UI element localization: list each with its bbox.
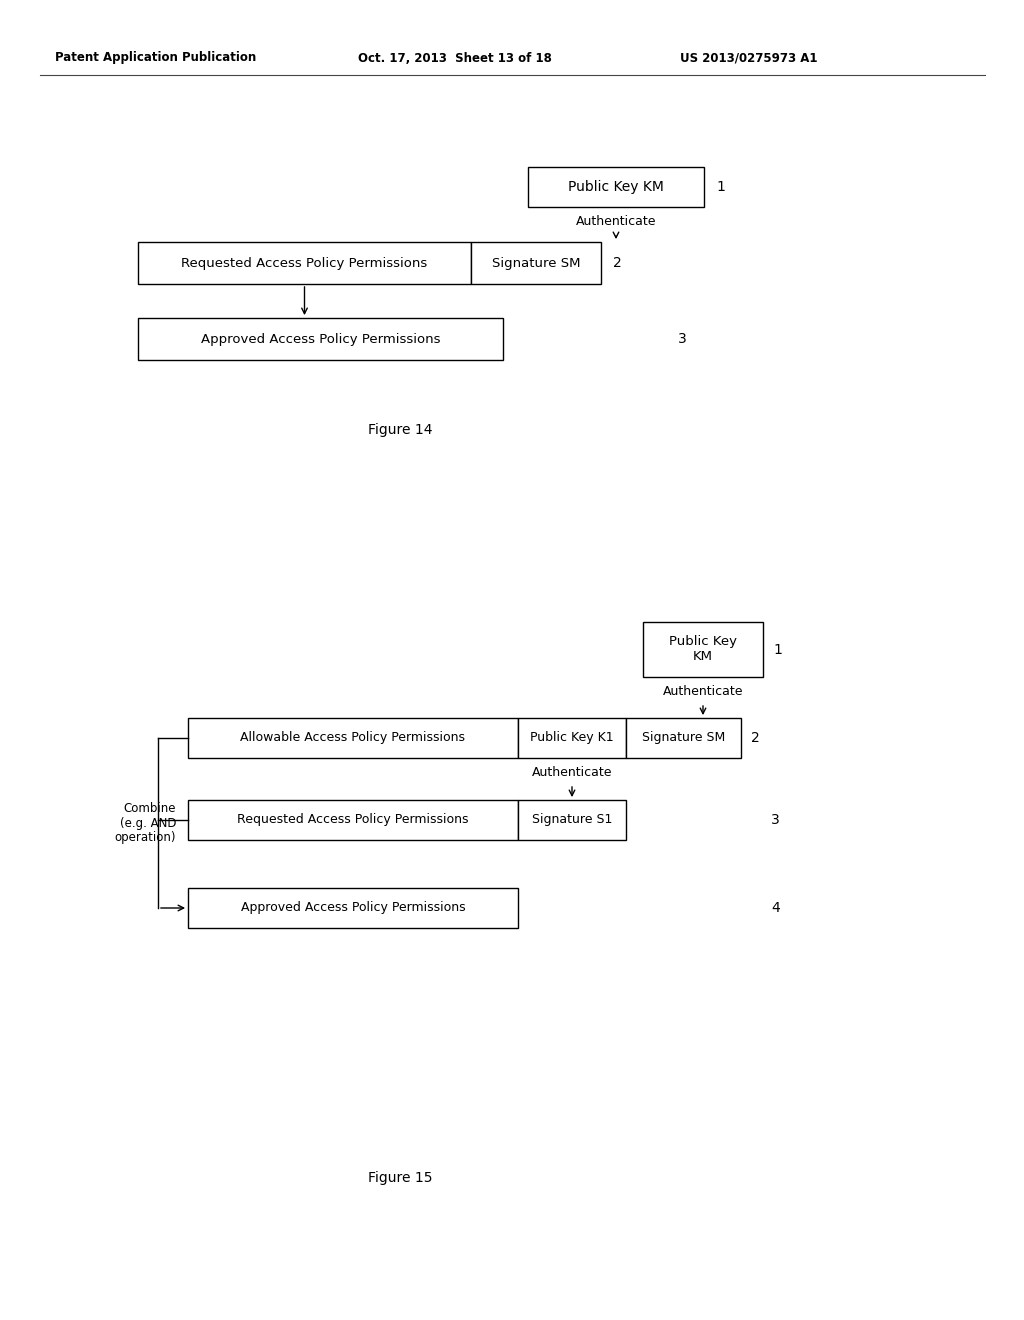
Text: Signature SM: Signature SM — [642, 731, 725, 744]
Text: 3: 3 — [678, 333, 687, 346]
FancyBboxPatch shape — [471, 242, 601, 284]
Text: Approved Access Policy Permissions: Approved Access Policy Permissions — [241, 902, 465, 915]
Text: Public Key KM: Public Key KM — [568, 180, 664, 194]
FancyBboxPatch shape — [528, 168, 705, 207]
Text: 2: 2 — [751, 731, 760, 744]
Text: Combine
(e.g. AND
operation): Combine (e.g. AND operation) — [115, 801, 176, 845]
Text: Authenticate: Authenticate — [575, 215, 656, 228]
Text: Oct. 17, 2013  Sheet 13 of 18: Oct. 17, 2013 Sheet 13 of 18 — [358, 51, 552, 65]
Text: Figure 15: Figure 15 — [368, 1171, 432, 1185]
Text: Public Key
KM: Public Key KM — [669, 635, 737, 664]
Text: 1: 1 — [773, 643, 782, 656]
Text: Patent Application Publication: Patent Application Publication — [55, 51, 256, 65]
Text: Figure 14: Figure 14 — [368, 422, 432, 437]
Text: Approved Access Policy Permissions: Approved Access Policy Permissions — [201, 333, 440, 346]
FancyBboxPatch shape — [188, 718, 518, 758]
Text: Requested Access Policy Permissions: Requested Access Policy Permissions — [238, 813, 469, 826]
Text: Signature SM: Signature SM — [492, 256, 581, 269]
FancyBboxPatch shape — [188, 800, 518, 840]
Text: 1: 1 — [716, 180, 725, 194]
FancyBboxPatch shape — [188, 888, 518, 928]
Text: 3: 3 — [771, 813, 779, 828]
FancyBboxPatch shape — [626, 718, 741, 758]
Text: Authenticate: Authenticate — [531, 766, 612, 779]
Text: Requested Access Policy Permissions: Requested Access Policy Permissions — [181, 256, 428, 269]
Text: Authenticate: Authenticate — [663, 685, 743, 698]
Text: Public Key K1: Public Key K1 — [530, 731, 613, 744]
FancyBboxPatch shape — [138, 242, 471, 284]
Text: Signature S1: Signature S1 — [531, 813, 612, 826]
FancyBboxPatch shape — [518, 718, 626, 758]
FancyBboxPatch shape — [643, 622, 763, 677]
Text: US 2013/0275973 A1: US 2013/0275973 A1 — [680, 51, 817, 65]
Text: 4: 4 — [771, 902, 779, 915]
FancyBboxPatch shape — [138, 318, 503, 360]
Text: 2: 2 — [613, 256, 622, 271]
FancyBboxPatch shape — [518, 800, 626, 840]
Text: Allowable Access Policy Permissions: Allowable Access Policy Permissions — [241, 731, 466, 744]
